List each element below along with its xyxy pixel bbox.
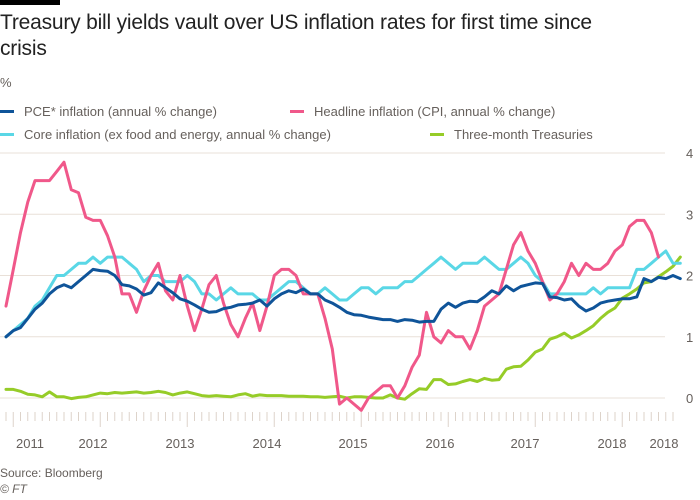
x-tick-label: 2018 — [650, 436, 679, 451]
legend-label-treasuries: Three-month Treasuries — [454, 127, 593, 142]
x-tick-label: 2012 — [79, 436, 108, 451]
line-treasuries — [4, 255, 682, 401]
legend-item-treasuries: Three-month Treasuries — [430, 127, 593, 142]
x-tick-label: 2016 — [426, 436, 455, 451]
y-tick-label: 3 — [686, 207, 693, 222]
x-tick-label: 2014 — [253, 436, 282, 451]
legend-item-core: Core inflation (ex food and energy, annu… — [0, 127, 331, 142]
x-tick-label: 2017 — [511, 436, 540, 451]
x-tick-label: 2018 — [598, 436, 627, 451]
y-axis-labels: 0 1 2 3 4 — [686, 146, 693, 406]
line-core — [4, 249, 682, 339]
x-tick-label: 2013 — [166, 436, 195, 451]
y-tick-label: 0 — [686, 391, 693, 406]
chart-title: Treasury bill yields vault over US infla… — [0, 11, 592, 60]
y-tick-label: 2 — [686, 269, 693, 284]
x-axis: 2011 2012 2013 2014 2015 2016 2017 2018 2018 — [5, 412, 679, 451]
series-lines — [4, 160, 682, 412]
line-pce — [4, 267, 682, 339]
legend-item-cpi: Headline inflation (CPI, annual % change… — [290, 104, 555, 119]
legend-swatch-cpi — [290, 110, 304, 113]
line-cpi — [4, 160, 660, 412]
x-tick-label: 2011 — [16, 436, 44, 451]
source-note: Source: Bloomberg — [0, 466, 103, 480]
copyright: © FT — [0, 482, 27, 496]
legend-label-pce: PCE* inflation (annual % change) — [24, 104, 217, 119]
legend-swatch-pce — [0, 110, 14, 113]
x-tick-label: 2015 — [339, 436, 368, 451]
legend-label-core: Core inflation (ex food and energy, annu… — [24, 127, 331, 142]
y-tick-label: 4 — [686, 146, 693, 161]
y-tick-label: 1 — [686, 330, 693, 345]
brand-bar — [0, 0, 60, 5]
legend-swatch-core — [0, 133, 14, 136]
legend-swatch-treasuries — [430, 133, 444, 136]
y-unit-label: % — [0, 75, 12, 90]
legend-item-pce: PCE* inflation (annual % change) — [0, 104, 217, 119]
legend-label-cpi: Headline inflation (CPI, annual % change… — [314, 104, 556, 119]
